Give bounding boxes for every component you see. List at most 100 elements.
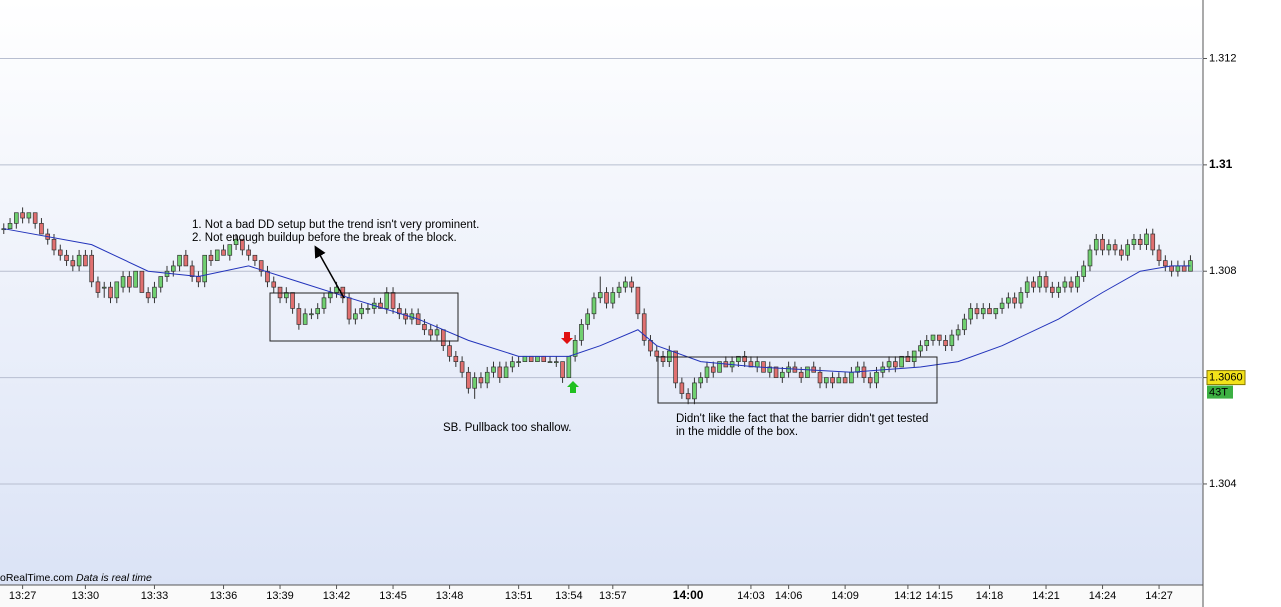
candle-body — [258, 260, 264, 272]
candle-body — [1112, 244, 1118, 251]
x-tick-label: 13:36 — [210, 590, 238, 602]
candle-body — [271, 281, 277, 288]
candle-body — [842, 377, 848, 384]
candle-body — [1181, 265, 1187, 272]
candle-body — [553, 361, 559, 363]
candle-body — [164, 270, 170, 277]
candle-body — [1100, 238, 1105, 251]
candle-body — [1043, 276, 1049, 288]
candle-body — [227, 244, 233, 256]
candle-body — [654, 350, 660, 357]
candle-body — [26, 212, 32, 219]
candle-body — [378, 302, 383, 309]
candle-body — [936, 334, 942, 341]
buy-arrow — [567, 381, 579, 393]
candle-body — [120, 276, 126, 288]
candle-body — [893, 361, 898, 368]
candle-body — [911, 350, 917, 362]
candle-body — [447, 345, 452, 357]
annotation-text: 2. Not enough buildup before the break o… — [192, 232, 457, 244]
candle-body — [874, 371, 879, 384]
candle-body — [76, 254, 82, 267]
candle-body — [610, 292, 616, 304]
candle-body — [993, 308, 999, 315]
candle-body — [641, 313, 647, 341]
candle-body — [1137, 238, 1143, 245]
candle-body — [629, 281, 634, 288]
candle-body — [1024, 281, 1030, 293]
x-tick-label: 13:57 — [599, 590, 627, 602]
candle-body — [999, 302, 1005, 309]
candle-body — [560, 361, 565, 378]
candle-body — [83, 254, 88, 267]
moving-average — [3, 228, 1191, 373]
x-tick-label: 14:06 — [775, 590, 803, 602]
candle-body — [905, 355, 911, 362]
candle-body — [57, 249, 63, 256]
candle-body — [390, 292, 396, 309]
candle-body — [704, 366, 710, 378]
x-tick-label: 13:33 — [141, 590, 169, 602]
x-tick-label: 13:30 — [72, 590, 100, 602]
candle-body — [1031, 281, 1036, 288]
candle-body — [698, 377, 703, 384]
candle-body — [64, 254, 69, 261]
candle-body — [805, 366, 810, 378]
candle-body — [428, 329, 434, 336]
candle-body — [302, 313, 308, 325]
candle-body — [472, 377, 477, 389]
x-tick-label: 14:24 — [1089, 590, 1117, 602]
candle-body — [849, 371, 854, 384]
candle-body — [296, 308, 302, 325]
candle-body — [422, 324, 427, 331]
candle-body — [899, 355, 904, 368]
candle-body — [572, 340, 578, 357]
candle-body — [1150, 233, 1156, 251]
candle-body — [290, 292, 295, 309]
candle-body — [980, 308, 986, 315]
candle-body — [459, 361, 465, 373]
candle-body — [968, 308, 973, 320]
candle-body — [1068, 281, 1074, 288]
bar-type-label: 43T — [1209, 386, 1228, 398]
x-tick-label: 14:21 — [1032, 590, 1060, 602]
candle-body — [673, 350, 678, 384]
candle-body — [685, 393, 691, 400]
candle-body — [710, 366, 716, 373]
candle-body — [1125, 244, 1130, 256]
candle-body — [823, 377, 829, 384]
annotation-box — [269, 292, 459, 342]
source: oRealTime.com — [0, 572, 73, 584]
x-tick-label: 14:00 — [673, 588, 704, 602]
candle-body — [1119, 249, 1124, 256]
candle-body — [943, 340, 948, 347]
candle-body — [365, 308, 371, 310]
candle-body — [867, 377, 873, 384]
y-tick-label: 1.308 — [1209, 265, 1237, 277]
candle-body — [434, 329, 440, 336]
candle-body — [1175, 265, 1181, 272]
candle-body — [133, 270, 138, 288]
candle-body — [692, 382, 697, 400]
x-tick-label: 14:15 — [926, 590, 954, 602]
candle-body — [503, 366, 509, 378]
candle-body — [315, 308, 320, 315]
candle-body — [1081, 265, 1087, 277]
candle-body — [1037, 276, 1043, 288]
candle-body — [767, 366, 773, 373]
candle-body — [623, 281, 628, 288]
x-tick-label: 13:39 — [266, 590, 294, 602]
candle-body — [39, 223, 44, 235]
candle-body — [585, 313, 590, 325]
candle-body — [233, 238, 239, 245]
candle-body — [491, 366, 496, 373]
annotation-box — [657, 356, 938, 404]
candle-body — [466, 371, 471, 389]
candle-body — [667, 350, 672, 362]
candle-body — [440, 329, 446, 347]
candle-body — [547, 361, 553, 363]
candle-body — [265, 270, 270, 283]
candle-body — [736, 355, 741, 362]
candle-body — [170, 265, 176, 272]
